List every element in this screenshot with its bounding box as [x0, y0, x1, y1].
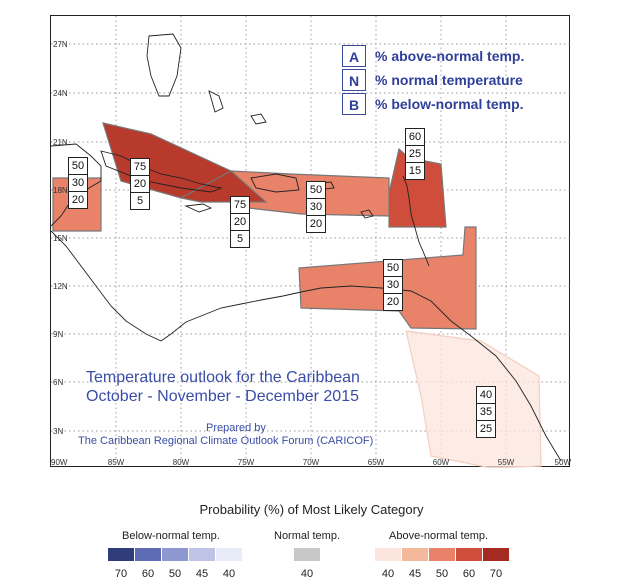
legend-code-normal: N [342, 69, 366, 91]
key-tick-label: 60 [462, 568, 476, 580]
prob-box-guianas: 40 35 25 [476, 386, 496, 438]
latitude-label: 3N [53, 427, 63, 436]
prob-normal: 20 [131, 176, 149, 193]
key-tick-label: 40 [222, 568, 236, 580]
key-tick-label: 40 [300, 568, 314, 580]
latitude-label: 21N [53, 138, 68, 147]
longitude-label: 90W [51, 458, 68, 467]
latitude-label: 12N [53, 282, 68, 291]
longitude-label: 80W [173, 458, 190, 467]
prob-box-southern-caribbean: 50 30 20 [383, 259, 403, 311]
key-tick-label: 60 [141, 568, 155, 580]
key-tick-label: 70 [489, 568, 503, 580]
map-title: Temperature outlook for the Caribbean [86, 369, 360, 386]
prob-above: 50 [384, 260, 402, 277]
key-tick-label: 50 [168, 568, 182, 580]
prob-below: 15 [408, 165, 422, 177]
prob-below: 20 [386, 296, 400, 308]
key-swatch [402, 548, 428, 561]
latitude-labels: 27N 24N 21N 18N 15N 12N 9N 6N 3N [53, 40, 68, 436]
prob-normal: 35 [477, 404, 495, 421]
longitude-labels: 90W 85W 80W 75W 70W 65W 60W 55W 50W [51, 458, 571, 467]
longitude-label: 65W [368, 458, 385, 467]
legend-text-below: % below-normal temp. [375, 96, 524, 112]
prepared-by: Prepared by [206, 422, 266, 434]
key-swatch [108, 548, 134, 561]
region-lesser-antilles [388, 147, 447, 228]
map-subtitle: October - November - December 2015 [86, 388, 359, 405]
longitude-label: 60W [433, 458, 450, 467]
latitude-label: 18N [53, 186, 68, 195]
prob-normal: 30 [384, 277, 402, 294]
latitude-label: 27N [53, 40, 68, 49]
organization-credit: The Caribbean Regional Climate Outlook F… [78, 435, 374, 447]
prob-box-jamaica: 75 20 5 [230, 196, 250, 248]
key-tick-label: 70 [114, 568, 128, 580]
prob-normal: 20 [231, 214, 249, 231]
prob-normal: 25 [406, 146, 424, 163]
prob-below: 20 [309, 218, 323, 230]
latitude-label: 9N [53, 330, 63, 339]
prob-below: 25 [479, 423, 493, 435]
longitude-label: 75W [238, 458, 255, 467]
prob-box-hispaniola: 50 30 20 [306, 181, 326, 233]
key-swatch [162, 548, 188, 561]
region-guianas [405, 330, 542, 469]
prob-below: 5 [136, 195, 144, 207]
legend-code-above: A [342, 45, 366, 67]
key-above-title: Above-normal temp. [389, 530, 489, 542]
key-swatch [483, 548, 509, 561]
legend-code-below: B [342, 93, 366, 115]
key-normal-title: Normal temp. [274, 530, 341, 542]
prob-above: 75 [231, 197, 249, 214]
prob-above: 60 [406, 129, 424, 146]
legend-text-above: % above-normal temp. [375, 48, 525, 64]
key-below-title: Below-normal temp. [122, 530, 220, 542]
prob-box-belize: 50 30 20 [68, 157, 88, 209]
region-jamaica [179, 170, 268, 203]
key-swatch [216, 548, 242, 561]
longitude-label: 70W [303, 458, 320, 467]
prob-above: 40 [477, 387, 495, 404]
key-swatch [135, 548, 161, 561]
key-tick-label: 50 [435, 568, 449, 580]
prob-below: 5 [236, 233, 244, 245]
latitude-label: 15N [53, 234, 68, 243]
latitude-label: 24N [53, 89, 68, 98]
prob-normal: 30 [307, 199, 325, 216]
map-panel: 27N 24N 21N 18N 15N 12N 9N 6N 3N 90W 85W 80W 75W 70W… [50, 15, 571, 469]
latitude-label: 6N [53, 378, 63, 387]
key-swatch [456, 548, 482, 561]
key-swatch [375, 548, 401, 561]
longitude-label: 55W [498, 458, 515, 467]
longitude-label: 85W [108, 458, 125, 467]
probability-key-title: Probability (%) of Most Likely Category [199, 502, 424, 517]
prob-box-lesser-antilles: 60 25 15 [405, 128, 425, 180]
longitude-label: 50W [555, 458, 571, 467]
prob-box-cuba: 75 20 5 [130, 158, 150, 210]
prob-below: 20 [71, 194, 85, 206]
key-swatch [189, 548, 215, 561]
coastlines [50, 33, 562, 462]
prob-above: 50 [307, 182, 325, 199]
prob-above: 75 [131, 159, 149, 176]
legend-text-normal: % normal temperature [375, 72, 523, 88]
key-swatch [429, 548, 455, 561]
key-swatch [294, 548, 320, 561]
key-tick-label: 45 [408, 568, 422, 580]
prob-normal: 30 [69, 175, 87, 192]
key-tick-label: 45 [195, 568, 209, 580]
prob-above: 50 [69, 158, 87, 175]
key-tick-label: 40 [381, 568, 395, 580]
